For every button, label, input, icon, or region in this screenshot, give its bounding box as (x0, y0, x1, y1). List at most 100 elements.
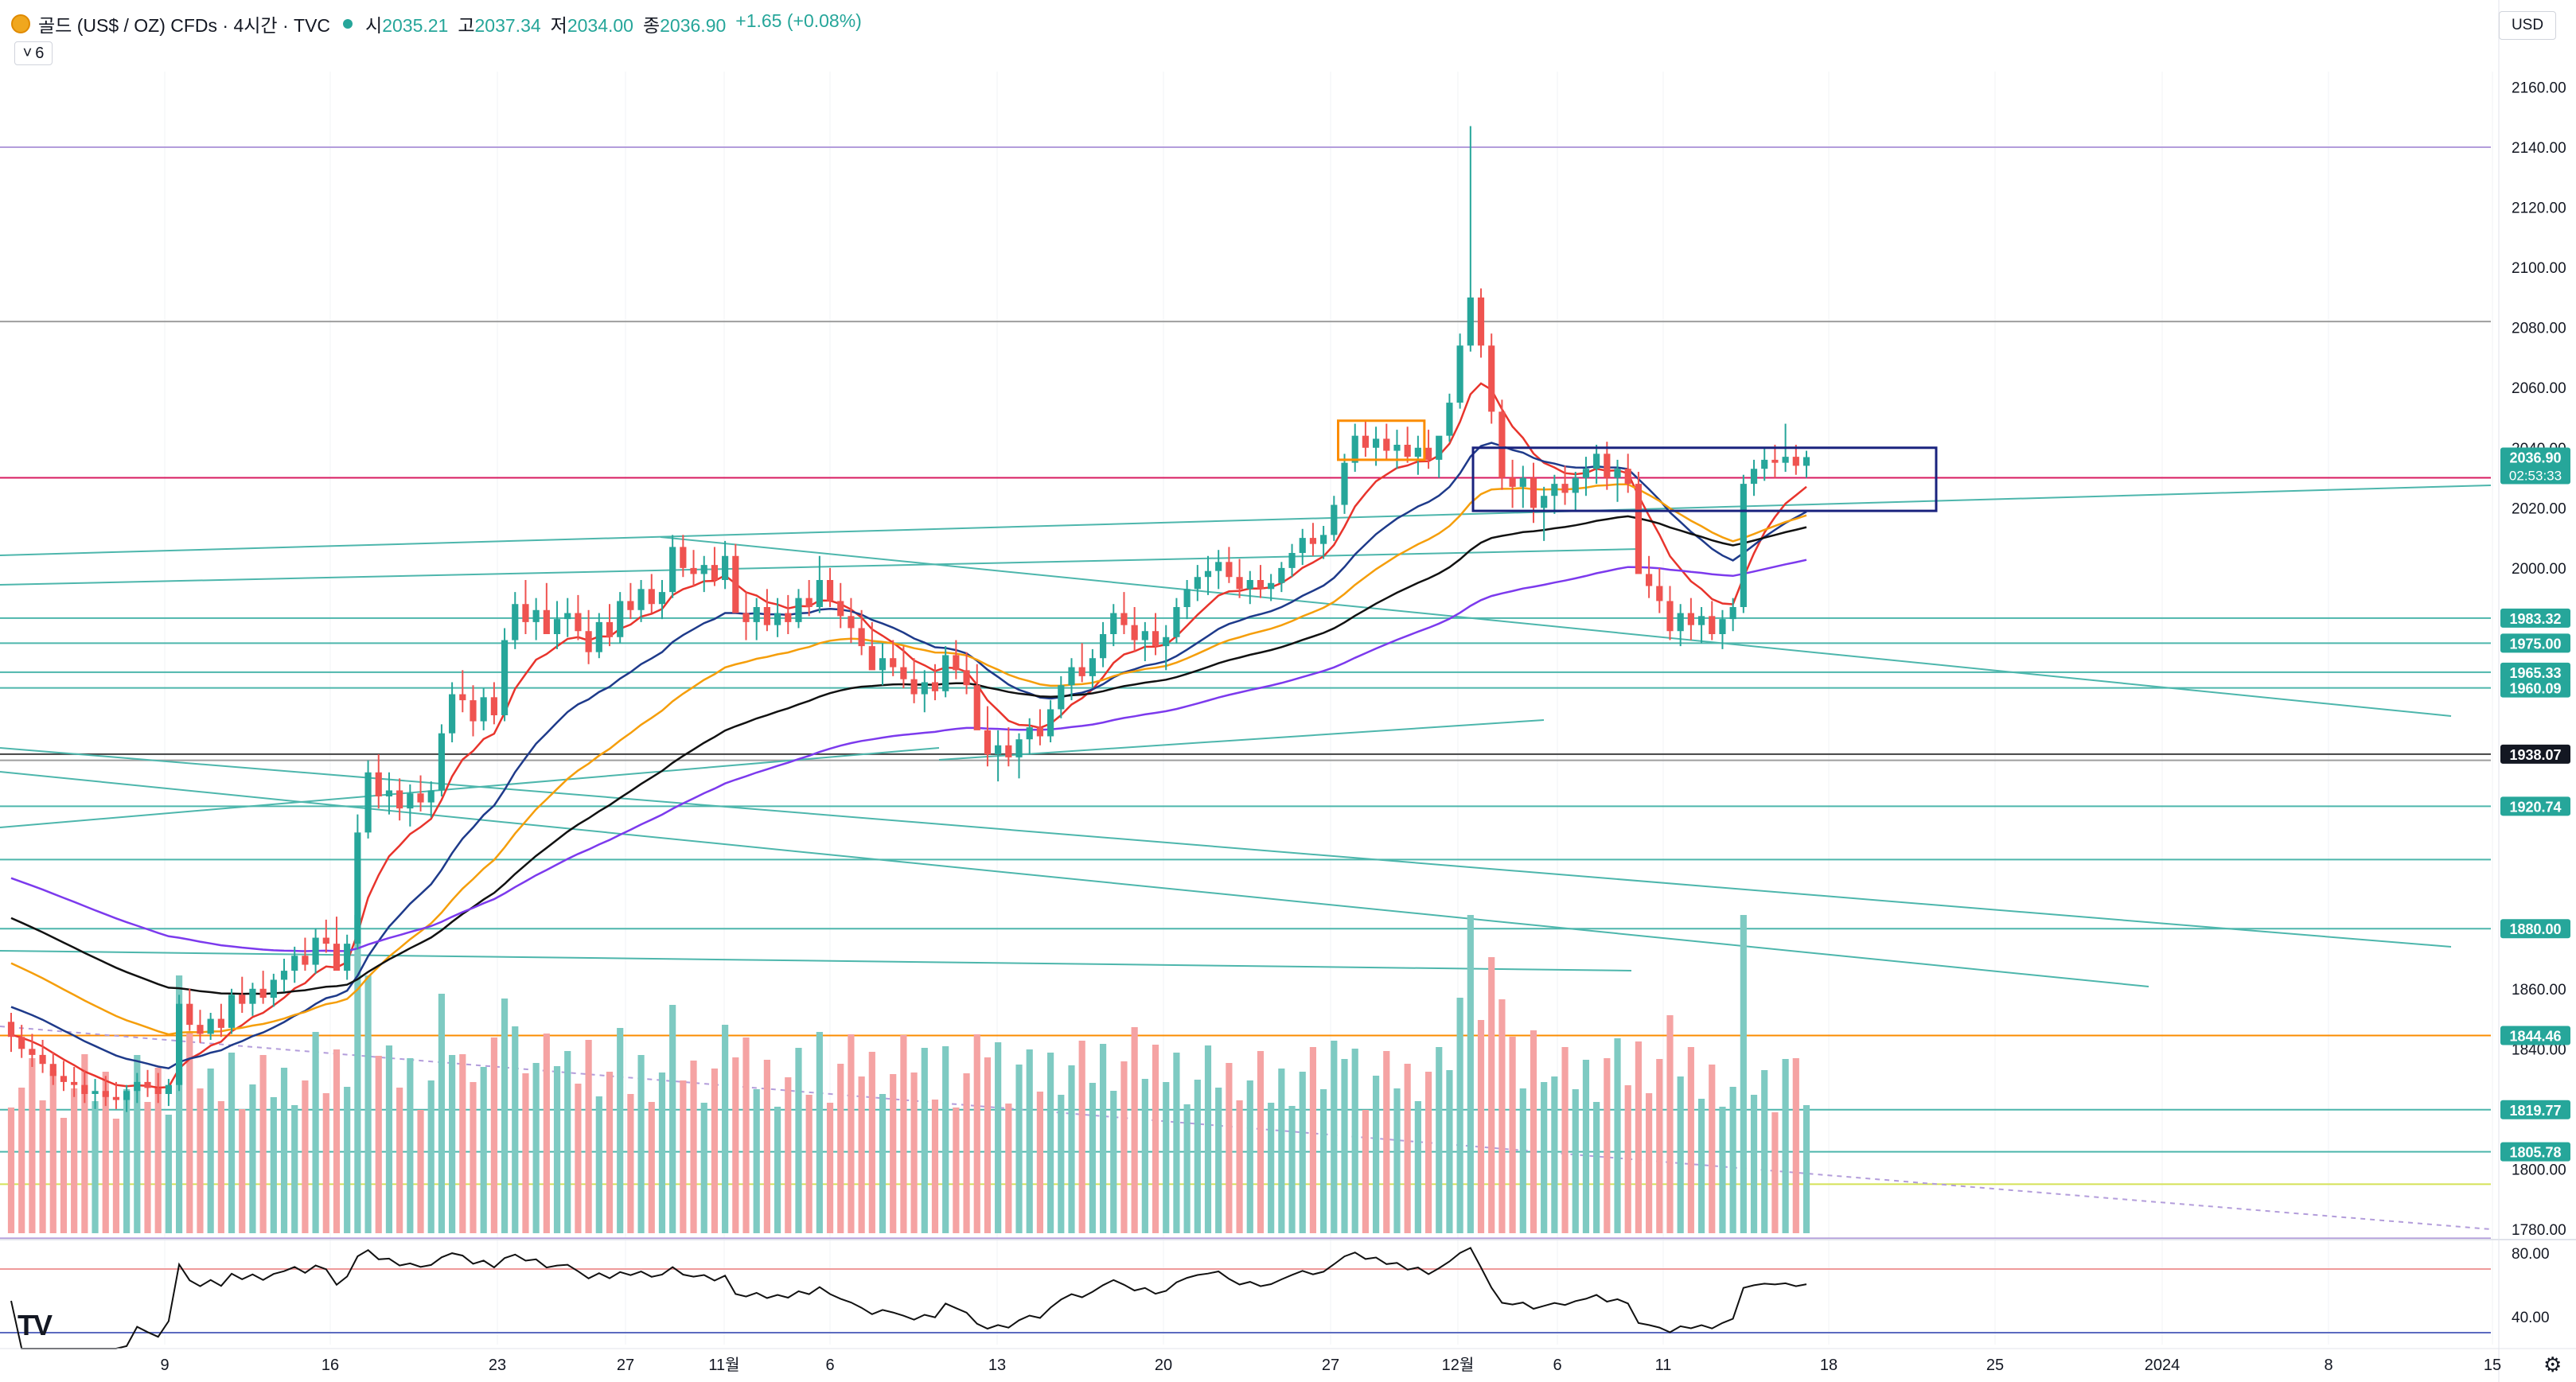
open-label: 시 (365, 15, 383, 36)
candle-body (1120, 613, 1128, 625)
price-tick-label: 2060.00 (2512, 380, 2566, 397)
candle-body (1236, 577, 1243, 590)
volume-bar (1194, 1080, 1201, 1233)
price-tick-label: 2100.00 (2512, 260, 2566, 277)
indicator-toggle-button[interactable]: ˅ 6 (14, 41, 53, 65)
candle-body (1436, 435, 1443, 460)
candle-body (1593, 454, 1600, 469)
volume-bar (1551, 1076, 1558, 1233)
close-value: 2036.90 (660, 15, 727, 36)
horizontal-levels (0, 146, 2491, 1240)
volume-bar (1141, 1079, 1148, 1233)
candle-body (239, 995, 246, 1004)
candle-body (49, 1064, 57, 1076)
price-badge-label: 1844.46 (2509, 1028, 2561, 1044)
volume-bar (417, 1110, 424, 1233)
currency-button[interactable]: USD (2499, 11, 2556, 40)
volume-bar (1604, 1058, 1611, 1233)
candle-body (1677, 613, 1684, 632)
candle-body (165, 1084, 172, 1094)
volume-bar (931, 1100, 939, 1233)
candle-body (1257, 580, 1265, 590)
candle-body (459, 694, 466, 701)
volume-bar (407, 1058, 414, 1233)
volume-bar (669, 1005, 676, 1233)
candle-body (417, 793, 424, 803)
candle-body (995, 745, 1002, 755)
candle-body (680, 547, 687, 568)
volume-bar (711, 1069, 719, 1233)
price-tick-label: 2140.00 (2512, 140, 2566, 157)
candle-body (1740, 484, 1747, 607)
price-badge (2500, 633, 2570, 653)
candle-body (1477, 297, 1485, 346)
volume-bar (1204, 1045, 1212, 1233)
candle-body (1624, 469, 1631, 485)
candle-body (522, 604, 529, 622)
volume-bar (1372, 1076, 1380, 1233)
candle-body (1666, 601, 1674, 632)
candle-body (1551, 484, 1558, 496)
candle-body (658, 592, 666, 605)
candle-body (39, 1054, 46, 1065)
candle-body (795, 598, 802, 622)
candle-body (1729, 607, 1736, 620)
volume-bar (228, 1053, 236, 1233)
trendline (938, 719, 1545, 761)
volume-bar (1582, 1060, 1590, 1233)
volume-bar (1761, 1070, 1768, 1233)
volume-bar (953, 1108, 960, 1233)
volume-bar (1792, 1058, 1799, 1233)
volume-bar (627, 1094, 634, 1233)
highlight-boxes (1337, 419, 1938, 512)
candle-body (963, 670, 970, 686)
price-badge (2500, 1142, 2570, 1162)
x-tick-label: 6 (825, 1357, 834, 1374)
volume-bar (81, 1054, 88, 1233)
blue-box (1471, 446, 1938, 512)
price-badge (2500, 919, 2570, 939)
tradingview-logo-icon[interactable]: TV (18, 1309, 53, 1341)
candle-body (1047, 709, 1054, 737)
candle-body (438, 733, 446, 791)
candle-body (532, 609, 540, 622)
rsi-tick-label: 80.00 (2512, 1246, 2550, 1263)
candle-body (700, 565, 707, 574)
candle-body (1697, 616, 1705, 625)
x-tick-label: 8 (2324, 1357, 2332, 1374)
gear-icon[interactable]: ⚙ (2543, 1353, 2562, 1376)
candle-body (1309, 538, 1317, 544)
volume-bar (1058, 1095, 1065, 1233)
candle-body (1183, 589, 1191, 607)
x-tick-label: 20 (1155, 1357, 1172, 1374)
candle-body (1299, 538, 1306, 553)
symbol-title[interactable]: 골드 (US$ / OZ) CFDs · 4시간 · TVC (38, 15, 331, 36)
candle-body (1372, 438, 1380, 448)
candle-body (627, 601, 634, 610)
trendline (0, 747, 940, 828)
volume-bar (879, 1094, 887, 1233)
volume-bar (1709, 1065, 1716, 1233)
price-badge-label: 1805.78 (2509, 1145, 2561, 1161)
price-tick-label: 1780.00 (2512, 1222, 2566, 1239)
volume-bar (449, 1055, 456, 1233)
volume-bar (112, 1119, 120, 1233)
volume-bar (522, 1073, 529, 1233)
candle-body (742, 613, 750, 622)
volume-bar (1036, 1092, 1044, 1233)
candle-body (1541, 496, 1548, 508)
trendlines (0, 485, 2492, 1230)
candle-body (931, 682, 939, 691)
candle-body (711, 565, 719, 580)
candle-body (1771, 459, 1779, 463)
volume-bars (7, 915, 1810, 1233)
volume-bar (1424, 1072, 1432, 1233)
price-badge (2500, 678, 2570, 698)
volume-bar (385, 1045, 393, 1233)
volume-bar (197, 1088, 204, 1233)
volume-bar (375, 1056, 382, 1233)
volume-bar (595, 1096, 602, 1233)
x-tick-label: 27 (1322, 1357, 1339, 1374)
candle-body (29, 1049, 36, 1055)
